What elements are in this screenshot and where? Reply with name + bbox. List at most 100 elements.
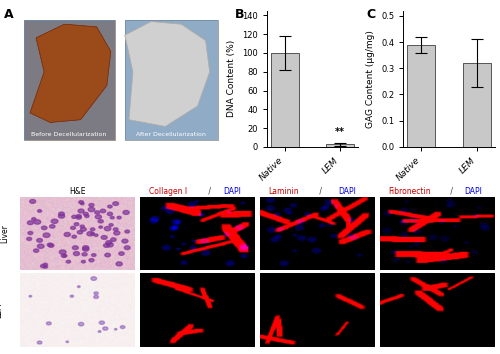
Circle shape <box>70 226 76 229</box>
Circle shape <box>82 253 87 256</box>
Circle shape <box>110 238 116 241</box>
Circle shape <box>116 262 122 266</box>
Circle shape <box>117 216 121 219</box>
Circle shape <box>66 260 70 263</box>
Circle shape <box>88 207 95 212</box>
Circle shape <box>51 219 58 223</box>
Circle shape <box>100 209 105 213</box>
Circle shape <box>30 199 36 203</box>
Circle shape <box>62 254 66 257</box>
Text: DAPI: DAPI <box>338 187 356 195</box>
FancyBboxPatch shape <box>24 20 115 140</box>
Circle shape <box>72 246 78 250</box>
Text: Laminin: Laminin <box>268 187 299 195</box>
Circle shape <box>84 215 89 217</box>
Text: Laminin / DAPI: Laminin / DAPI <box>0 353 1 354</box>
Text: Before Decellularization: Before Decellularization <box>30 132 106 137</box>
Text: DAPI: DAPI <box>224 187 242 195</box>
Circle shape <box>114 228 118 231</box>
Circle shape <box>38 210 42 212</box>
Text: Collagen I / DAPI: Collagen I / DAPI <box>0 353 1 354</box>
Circle shape <box>82 246 89 250</box>
Polygon shape <box>125 22 210 126</box>
Circle shape <box>120 326 125 329</box>
Circle shape <box>80 225 84 228</box>
Text: **: ** <box>336 127 345 137</box>
Circle shape <box>91 277 96 280</box>
Circle shape <box>79 201 84 204</box>
Circle shape <box>113 202 118 205</box>
Circle shape <box>43 266 48 268</box>
Text: Fibronectin: Fibronectin <box>388 187 431 195</box>
Circle shape <box>90 228 95 231</box>
Circle shape <box>43 233 50 238</box>
Text: B: B <box>234 8 244 21</box>
FancyBboxPatch shape <box>24 20 115 140</box>
Circle shape <box>78 286 80 287</box>
Circle shape <box>34 249 39 252</box>
Circle shape <box>27 237 32 240</box>
Circle shape <box>66 341 68 343</box>
Circle shape <box>125 230 130 233</box>
Circle shape <box>48 243 52 246</box>
Text: A: A <box>4 8 14 21</box>
Circle shape <box>74 223 79 226</box>
Y-axis label: DNA Content (%): DNA Content (%) <box>228 40 236 118</box>
Circle shape <box>78 230 82 234</box>
Circle shape <box>94 292 98 295</box>
FancyBboxPatch shape <box>125 20 218 140</box>
Circle shape <box>70 295 73 297</box>
Circle shape <box>89 258 94 262</box>
Text: H&E: H&E <box>70 187 86 195</box>
Circle shape <box>104 244 110 247</box>
Circle shape <box>108 212 112 216</box>
Circle shape <box>114 329 117 330</box>
Circle shape <box>123 210 129 215</box>
Circle shape <box>42 226 47 230</box>
Circle shape <box>74 252 80 256</box>
Circle shape <box>72 235 76 238</box>
Circle shape <box>90 233 94 235</box>
Circle shape <box>94 296 98 298</box>
Circle shape <box>32 218 36 221</box>
Circle shape <box>58 212 64 216</box>
Circle shape <box>99 321 104 324</box>
Circle shape <box>28 221 34 225</box>
Circle shape <box>101 235 107 239</box>
Circle shape <box>104 227 111 231</box>
Bar <box>408 45 436 147</box>
Circle shape <box>94 234 98 236</box>
Text: /: / <box>318 187 325 195</box>
Text: /: / <box>448 187 456 195</box>
Bar <box>271 53 298 147</box>
Circle shape <box>89 204 94 207</box>
Circle shape <box>118 252 124 255</box>
Text: C: C <box>366 8 376 21</box>
Circle shape <box>92 254 96 256</box>
Circle shape <box>106 241 112 245</box>
Circle shape <box>38 244 44 249</box>
Circle shape <box>64 233 70 236</box>
Circle shape <box>124 246 130 250</box>
Text: Native
Liver: Native Liver <box>0 221 9 246</box>
Circle shape <box>87 232 94 236</box>
Circle shape <box>106 242 114 247</box>
Circle shape <box>78 322 84 326</box>
Circle shape <box>29 295 32 297</box>
Circle shape <box>98 331 101 332</box>
Text: /: / <box>206 187 214 195</box>
Circle shape <box>58 214 64 218</box>
Circle shape <box>99 226 102 228</box>
Circle shape <box>122 239 128 243</box>
Text: DAPI: DAPI <box>464 187 482 195</box>
Bar <box>463 63 491 147</box>
Circle shape <box>80 202 84 205</box>
Circle shape <box>94 211 100 214</box>
Circle shape <box>96 215 102 219</box>
Circle shape <box>43 263 48 266</box>
Circle shape <box>38 341 42 344</box>
Polygon shape <box>30 24 111 122</box>
Circle shape <box>46 322 51 325</box>
Circle shape <box>83 212 88 216</box>
Circle shape <box>82 247 89 251</box>
